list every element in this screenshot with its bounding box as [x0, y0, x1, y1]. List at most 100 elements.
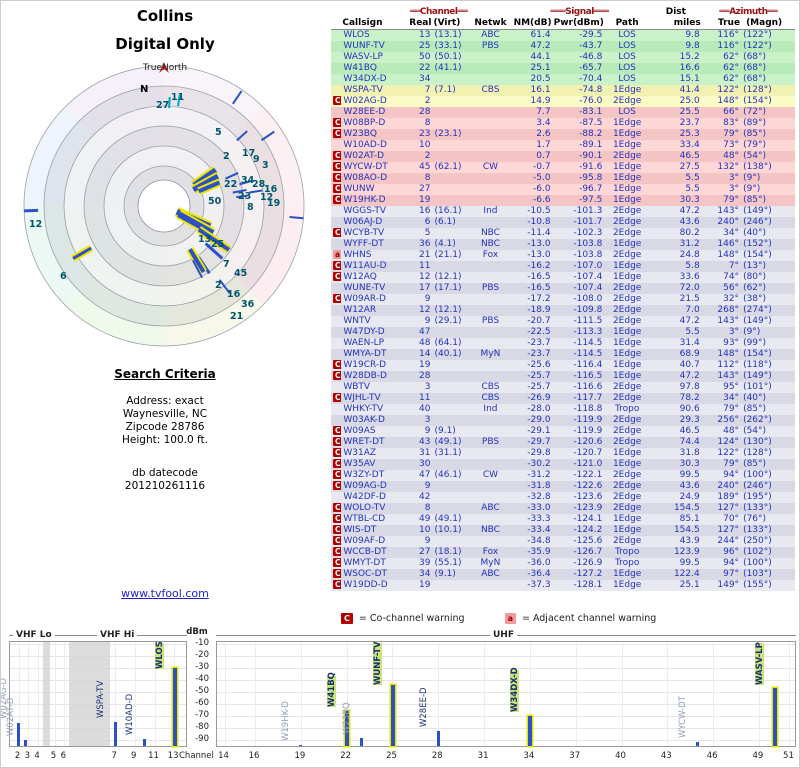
real-channel-cell: 10	[419, 525, 431, 535]
distance-cell: 15.2	[679, 52, 700, 62]
network-cell	[472, 338, 509, 349]
path-cell: 1Edge	[612, 569, 642, 579]
virtual-channel-cell	[432, 481, 471, 492]
path-cell: Tropo	[614, 558, 640, 568]
real-channel-cell: 9	[424, 426, 431, 436]
real-channel-cell: 34	[419, 74, 431, 84]
power-cell: -107.4	[573, 272, 603, 282]
co-channel-warning-icon: C	[333, 514, 342, 523]
spectrum-bar	[696, 741, 700, 746]
radar-channel-label: 16	[227, 289, 241, 300]
noise-margin-cell: -18.9	[527, 305, 551, 315]
path-cell: Tropo	[614, 404, 640, 414]
callsign-cell: WUNF-TV	[343, 41, 385, 51]
real-channel-cell: 8	[424, 503, 431, 513]
virtual-channel-cell: (29.1)	[434, 316, 462, 326]
true-azimuth-cell: 112°	[717, 360, 740, 370]
co-channel-symbol: C	[341, 613, 353, 624]
callsign-cell: W08BP-D	[343, 118, 386, 128]
true-azimuth-cell: 146°	[717, 239, 740, 249]
warning-cell: C	[331, 393, 342, 404]
warning-cell	[331, 74, 341, 85]
table-row: C W11AU-D 11 -16.2 -107.0 1Edge 5.8 7° (13°)	[331, 261, 795, 272]
dbm-tick-label: -40	[195, 674, 209, 685]
distance-cell: 72.0	[679, 283, 700, 293]
table-row: C W28DB-D 28 -25.7 -116.5 1Edge 47.2 143° (149°)	[331, 371, 795, 382]
noise-margin-cell: -13.0	[527, 239, 551, 249]
channel-tick-label: 11	[148, 751, 159, 761]
warning-cell: C	[331, 261, 342, 272]
dbm-axis-label: dBm	[186, 627, 208, 637]
virtual-channel-cell	[432, 459, 471, 470]
magnetic-azimuth-cell: (85°)	[743, 129, 767, 139]
table-row: C W02AG-D 2 14.9 -76.0 2Edge 25.0 148° (154°)	[331, 96, 795, 107]
power-cell: -29.5	[579, 30, 603, 40]
true-azimuth-cell: 79°	[723, 195, 740, 205]
distance-cell: 24.8	[679, 250, 700, 260]
true-azimuth-cell: 34°	[723, 228, 740, 238]
magnetic-azimuth-cell: (103°)	[743, 569, 772, 579]
table-row: W42DF-D 42 -32.8 -123.6 2Edge 24.9 189° (195°)	[331, 492, 795, 503]
true-azimuth-cell: 48°	[723, 426, 740, 436]
magnetic-azimuth-cell: (40°)	[743, 393, 767, 403]
virtual-channel-cell: (10.1)	[434, 525, 462, 535]
true-azimuth-cell: 79°	[723, 129, 740, 139]
co-channel-warning-icon: C	[333, 96, 342, 105]
warning-legend: C = Co-channel warning a = Adjacent chan…	[341, 613, 656, 624]
channel-tick-label: 40	[615, 751, 626, 761]
north-label: N	[140, 84, 148, 95]
col-nm: NM(dB)	[509, 18, 553, 30]
dbm-tick-label: -30	[195, 662, 209, 673]
channel-tick-label: 37	[569, 751, 581, 761]
path-cell: 2Edge	[612, 481, 642, 491]
table-row: WGGS-TV 16 (16.1) Ind -10.5 -101.3 2Edge 47.2 14…	[331, 206, 795, 217]
spectrum-bar	[772, 688, 777, 746]
real-channel-cell: 5	[424, 228, 431, 238]
power-cell: -125.6	[573, 536, 603, 546]
co-channel-warning-icon: C	[333, 558, 342, 567]
distance-cell: 23.7	[679, 118, 700, 128]
tvfool-link[interactable]: www.tvfool.com	[121, 587, 209, 600]
power-cell: -118.8	[573, 404, 603, 414]
path-cell: 2Edge	[612, 316, 642, 326]
virtual-channel-cell	[432, 327, 471, 338]
distance-cell: 99.5	[679, 558, 700, 568]
callsign-cell: W19DD-D	[343, 580, 388, 590]
radar-channel-label: 17	[242, 148, 255, 159]
path-cell: 1Edge	[612, 349, 642, 359]
channel-tick-label: 14	[218, 751, 229, 761]
power-cell: -123.9	[573, 503, 603, 513]
real-channel-cell: 40	[419, 404, 431, 414]
magnetic-azimuth-cell: (80°)	[743, 272, 767, 282]
rf-spectrum-chart: VHF Lo VHF Hi UHF 2 3 4 5 6 7 9 11 13 14 16 19 22 25 28 31…	[1, 627, 799, 767]
channel-gridline	[154, 642, 156, 746]
network-cell	[472, 195, 509, 206]
col-real: Real	[405, 18, 433, 30]
col-miles: miles	[649, 18, 702, 30]
callsign-cell: WBTV	[343, 382, 371, 392]
path-cell: 2Edge	[612, 294, 642, 304]
true-azimuth-cell: 83°	[723, 118, 740, 128]
path-cell: 2Edge	[612, 503, 642, 513]
col-pwr: Pwr(dBm)	[552, 18, 605, 30]
magnetic-azimuth-cell: (155°)	[743, 580, 772, 590]
path-cell: 1Edge	[612, 448, 642, 458]
dbm-tick-label: -90	[195, 733, 209, 744]
title-line2: Digital Only	[115, 35, 215, 53]
true-azimuth-cell: 7°	[728, 261, 740, 271]
radar-channel-label: 5	[215, 127, 222, 138]
dist-group-header: Dist	[665, 7, 686, 17]
path-cell: LOS	[618, 107, 636, 117]
channel-tick-label: 19	[294, 751, 306, 761]
warning-cell: C	[331, 162, 342, 173]
true-azimuth-cell: 34°	[723, 393, 740, 403]
magnetic-azimuth-cell: (138°)	[743, 162, 772, 172]
co-channel-warning-icon: C	[333, 448, 342, 457]
path-cell: 1Edge	[612, 261, 642, 271]
co-channel-warning-icon: C	[333, 580, 342, 589]
station-spoke	[192, 259, 204, 279]
callsign-cell: WTBL-CD	[343, 514, 386, 524]
real-channel-cell: 3	[424, 415, 431, 425]
title-line1: Collins	[136, 7, 194, 25]
warning-cell: C	[331, 481, 342, 492]
